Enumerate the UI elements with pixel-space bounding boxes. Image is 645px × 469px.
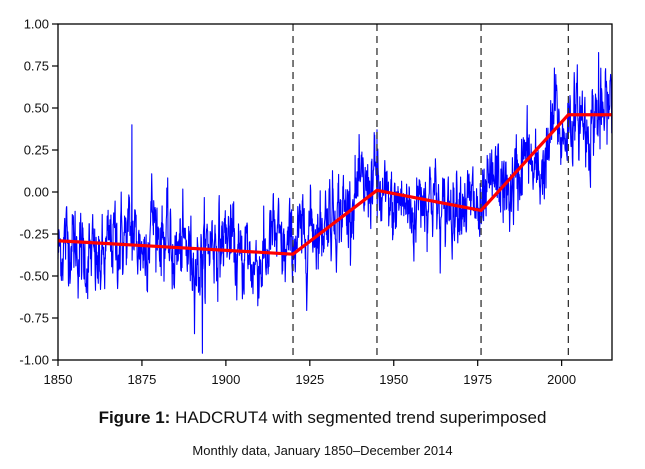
x-tick-label: 1975 bbox=[463, 372, 492, 387]
y-tick-label: -0.75 bbox=[19, 311, 49, 326]
plot-area bbox=[58, 24, 612, 360]
y-tick-label: 1.00 bbox=[24, 17, 49, 32]
y-tick-label: -0.50 bbox=[19, 269, 49, 284]
y-tick-label: 0.25 bbox=[24, 143, 49, 158]
x-tick-label: 1850 bbox=[44, 372, 73, 387]
x-tick-label: 1875 bbox=[127, 372, 156, 387]
y-tick-label: 0.00 bbox=[24, 185, 49, 200]
segmented-trend-line bbox=[57, 113, 612, 256]
x-tick-label: 1925 bbox=[295, 372, 324, 387]
series-layer bbox=[57, 52, 613, 354]
y-tick-label: -1.00 bbox=[19, 353, 49, 368]
monthly-anomaly-series bbox=[57, 52, 613, 354]
figure-title: HADCRUT4 with segmented trend superimpos… bbox=[175, 408, 547, 427]
trend-layer bbox=[57, 113, 612, 256]
y-tick-label: 0.75 bbox=[24, 59, 49, 74]
figure-label: Figure 1: bbox=[98, 408, 171, 427]
x-tick-label: 2000 bbox=[547, 372, 576, 387]
axis-layer: -1.00 -0.75 -0.50 -0.25 0.00 0.25 0.50 0.75 1.00… bbox=[19, 17, 613, 387]
hadcrut4-chart: -1.00 -0.75 -0.50 -0.25 0.00 0.25 0.50 0.75 1.00… bbox=[19, 17, 613, 387]
x-tick-label: 1900 bbox=[211, 372, 240, 387]
figure-caption: Figure 1: HADCRUT4 with segmented trend … bbox=[0, 408, 645, 428]
y-tick-label: -0.25 bbox=[19, 227, 49, 242]
x-tick-label: 1950 bbox=[379, 372, 408, 387]
figure-subtitle: Monthly data, January 1850–December 2014 bbox=[192, 443, 453, 458]
y-tick-label: 0.50 bbox=[24, 101, 49, 116]
